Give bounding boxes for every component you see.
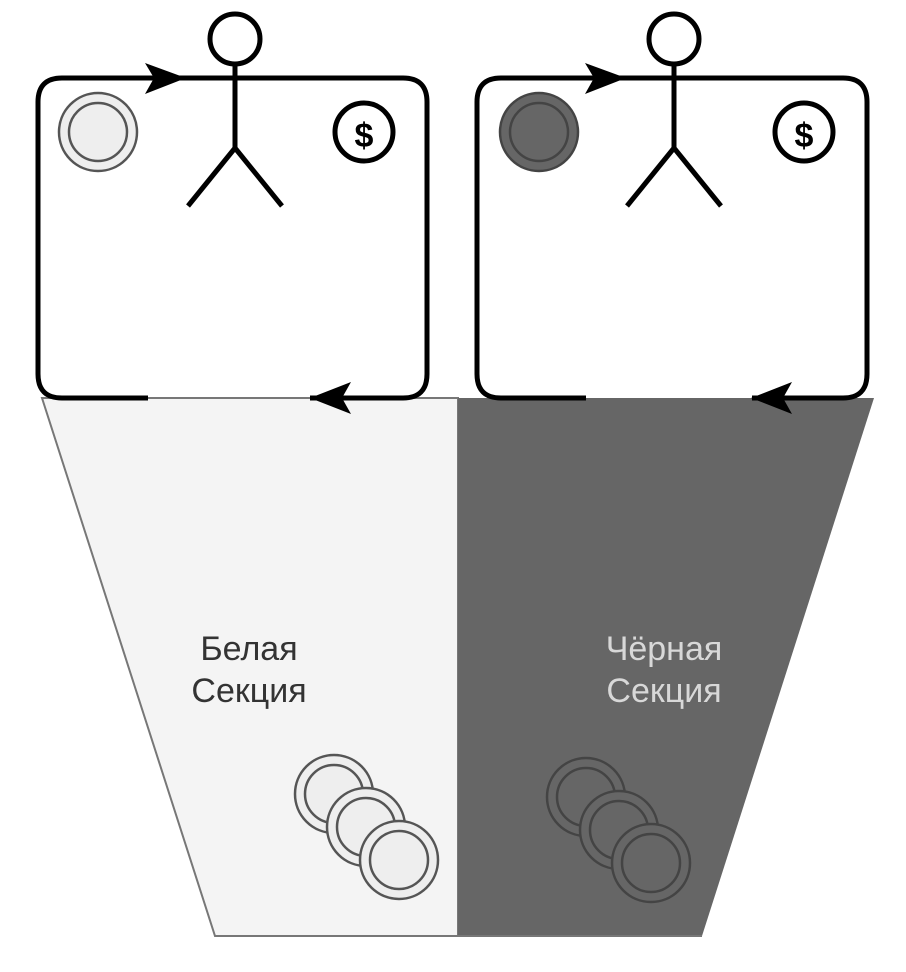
right-token-inner — [508, 101, 570, 163]
left-loop: $ — [35, 11, 430, 414]
white-coin-3 — [358, 819, 440, 901]
white-section-label-line1: Белая — [200, 630, 297, 668]
svg-text:$: $ — [795, 117, 814, 155]
svg-text:$: $ — [355, 117, 374, 155]
left-person-icon — [186, 11, 284, 208]
right-dollar-icon: $ — [772, 100, 836, 164]
black-coin-stack — [545, 756, 692, 904]
right-arrow-bottom-head — [751, 382, 792, 414]
left-token-inner — [67, 101, 129, 163]
left-arrow-bottom-head — [310, 382, 351, 414]
left-arrow-top-head — [145, 63, 186, 94]
black-section-label-line2: Секция — [606, 672, 721, 710]
right-loop: $ — [474, 11, 870, 414]
left-dollar-icon: $ — [332, 100, 396, 164]
black-coin-3 — [610, 822, 692, 904]
black-section-label-line1: Чёрная — [606, 630, 723, 668]
right-arrow-top-head — [585, 63, 626, 94]
right-person-icon — [625, 11, 723, 208]
white-section-label-line2: Секция — [191, 672, 306, 710]
white-coin-stack — [293, 753, 440, 901]
